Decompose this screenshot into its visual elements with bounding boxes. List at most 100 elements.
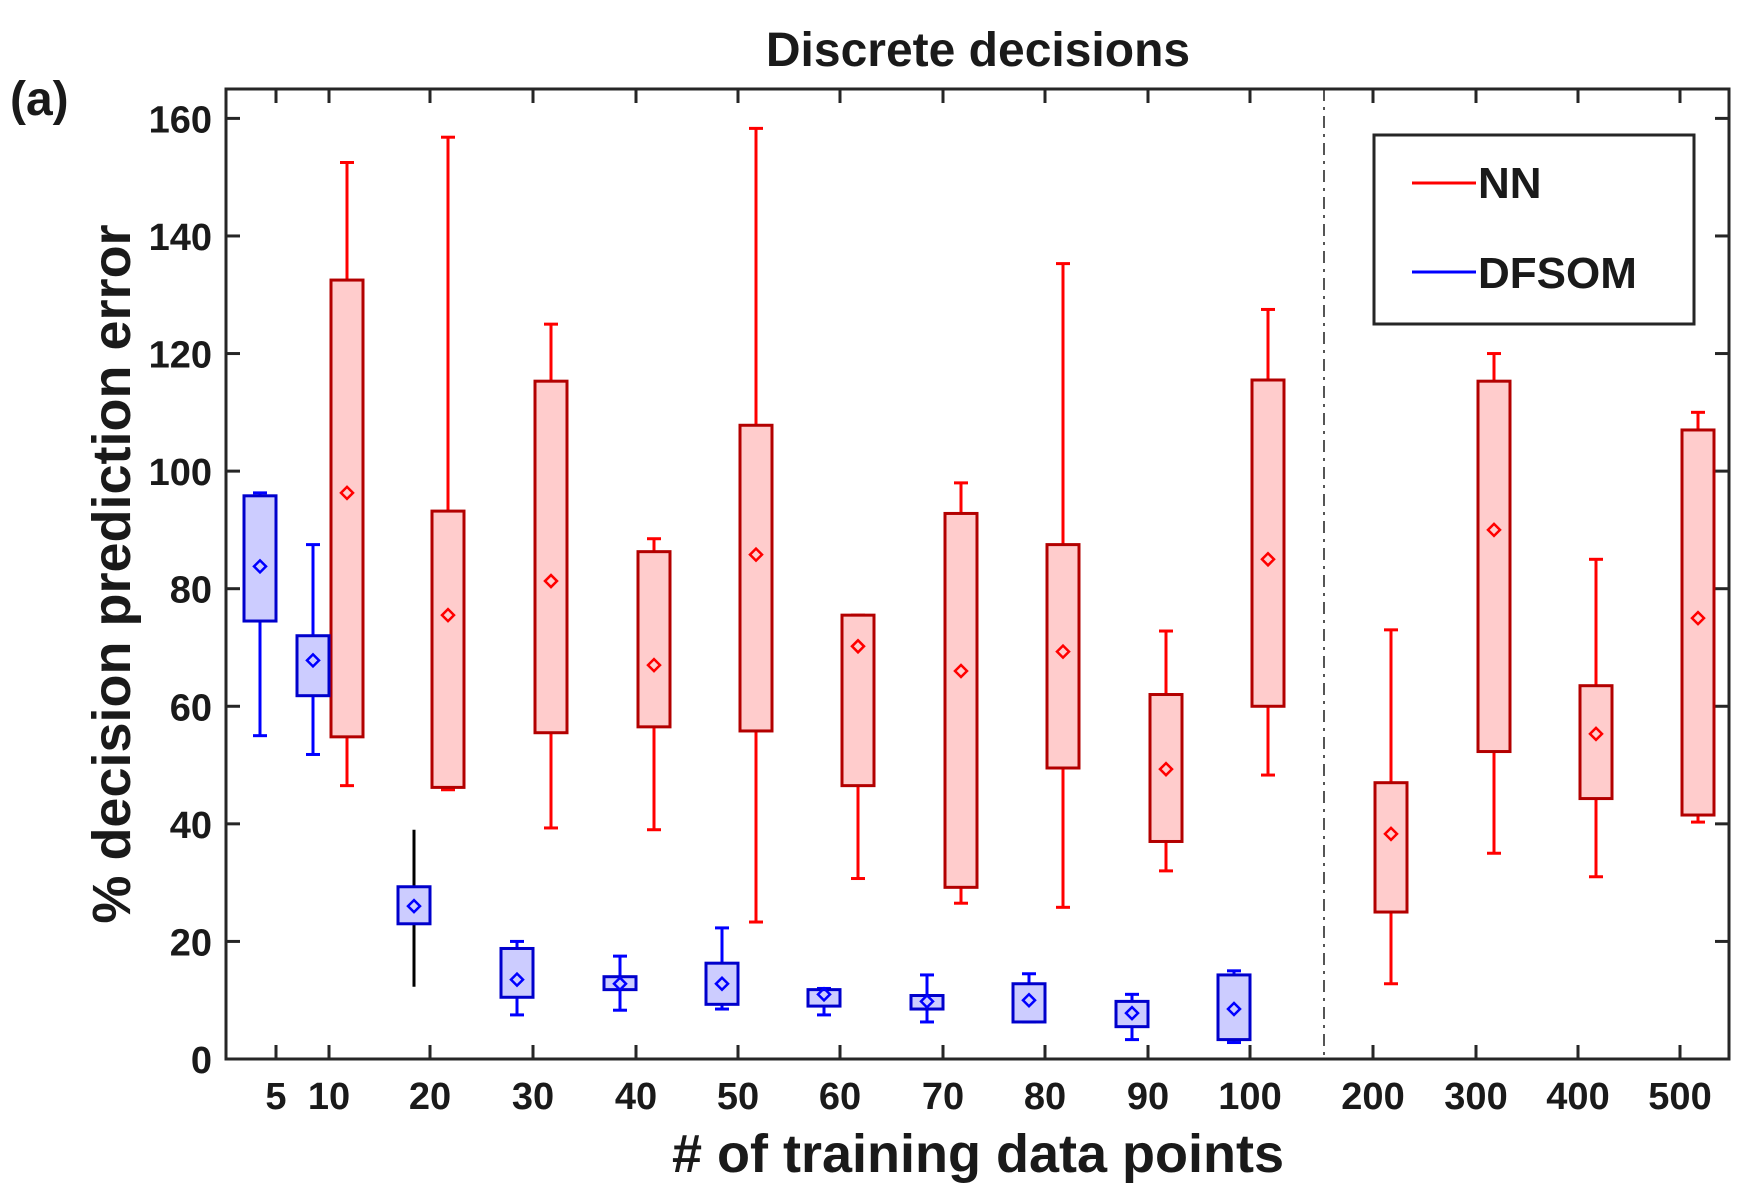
x-tick-label: 300 bbox=[1444, 1076, 1507, 1118]
y-tick-label: 140 bbox=[149, 217, 212, 259]
mean-marker bbox=[1124, 1005, 1140, 1021]
box-dfsom-50 bbox=[704, 926, 740, 1011]
box-dfsom-10 bbox=[295, 543, 331, 756]
mean-marker bbox=[1588, 726, 1604, 742]
box-body bbox=[636, 550, 672, 729]
box-body bbox=[1373, 781, 1409, 914]
mean-marker bbox=[406, 898, 422, 914]
legend-box bbox=[1372, 133, 1696, 326]
x-tick-label: 10 bbox=[308, 1076, 350, 1118]
box-body bbox=[430, 509, 466, 789]
box-dfsom-90 bbox=[1114, 992, 1150, 1042]
box-body bbox=[1148, 693, 1184, 843]
mean-marker bbox=[850, 638, 866, 655]
mean-marker bbox=[1055, 643, 1071, 660]
x-tick-label: 90 bbox=[1127, 1076, 1169, 1118]
x-tick-label: 40 bbox=[615, 1076, 657, 1118]
box-dfsom-30 bbox=[499, 939, 535, 1017]
box-dfsom-100 bbox=[1216, 969, 1252, 1045]
box-body bbox=[242, 494, 278, 623]
x-tick-label: 500 bbox=[1648, 1076, 1711, 1118]
legend-nn-label: NN bbox=[1478, 159, 1542, 208]
mean-marker bbox=[919, 993, 935, 1010]
mean-marker bbox=[816, 986, 832, 1003]
mean-marker bbox=[1486, 522, 1502, 538]
x-tick-label: 5 bbox=[265, 1076, 286, 1118]
mean-marker bbox=[646, 657, 662, 673]
box-body bbox=[704, 961, 740, 1006]
box-body bbox=[1578, 684, 1614, 801]
box-dfsom-70 bbox=[909, 973, 945, 1024]
box-series bbox=[242, 126, 1716, 1045]
x-tick-label: 60 bbox=[819, 1076, 861, 1118]
mean-marker bbox=[748, 546, 764, 563]
y-tick-label: 20 bbox=[170, 922, 212, 964]
box-body bbox=[396, 885, 432, 926]
mean-marker bbox=[509, 971, 525, 988]
box-nn-200 bbox=[1373, 628, 1409, 986]
y-tick-label: 60 bbox=[170, 687, 212, 729]
box-dfsom-40 bbox=[602, 954, 638, 1012]
mean-marker bbox=[1226, 1001, 1242, 1017]
y-tick-label: 0 bbox=[191, 1040, 212, 1082]
y-tick-label: 120 bbox=[149, 335, 212, 377]
box-nn-60 bbox=[840, 613, 876, 881]
x-axis-label: # of training data points bbox=[672, 1124, 1284, 1184]
box-dfsom-5 bbox=[242, 491, 278, 738]
x-tick-label: 100 bbox=[1218, 1076, 1281, 1118]
mean-marker bbox=[440, 607, 456, 623]
box-nn-40 bbox=[636, 537, 672, 832]
box-body bbox=[738, 423, 774, 733]
mean-marker bbox=[612, 975, 628, 992]
mean-marker bbox=[252, 558, 268, 575]
panel-label: (a) bbox=[10, 73, 69, 126]
box-nn-70 bbox=[943, 481, 979, 905]
box-body bbox=[1114, 999, 1150, 1029]
box-nn-80 bbox=[1045, 262, 1081, 909]
box-body bbox=[1476, 379, 1512, 754]
box-body bbox=[329, 278, 365, 739]
x-axis-tick-labels: 5 10 20 30 40 50 60 70 80 90 100 200 300 400 500 bbox=[265, 89, 1712, 1118]
y-tick-label: 40 bbox=[170, 805, 212, 847]
box-nn-100 bbox=[1250, 307, 1286, 777]
axes-frame bbox=[224, 87, 1731, 1061]
x-tick-label: 50 bbox=[717, 1076, 759, 1118]
box-nn-500 bbox=[1680, 410, 1716, 824]
x-tick-label: 200 bbox=[1341, 1076, 1404, 1118]
box-nn-30 bbox=[533, 322, 569, 830]
box-dfsom-80 bbox=[1011, 972, 1047, 1024]
box-nn-90 bbox=[1148, 629, 1184, 873]
mean-marker bbox=[1690, 610, 1706, 626]
box-body bbox=[1011, 982, 1047, 1024]
y-tick-label: 100 bbox=[149, 452, 212, 494]
y-axis-label: % decision prediction error bbox=[82, 224, 142, 923]
legend: NN DFSOM bbox=[1372, 133, 1696, 326]
box-nn-400 bbox=[1578, 557, 1614, 879]
x-tick-label: 400 bbox=[1546, 1076, 1609, 1118]
x-tick-label: 70 bbox=[922, 1076, 964, 1118]
box-body bbox=[1216, 973, 1252, 1042]
box-nn-50 bbox=[738, 126, 774, 924]
mean-marker bbox=[714, 975, 730, 992]
series-dfsom bbox=[242, 491, 1252, 1045]
mean-marker bbox=[1383, 826, 1399, 842]
mean-marker bbox=[1021, 992, 1037, 1008]
box-body bbox=[533, 379, 569, 735]
mean-marker bbox=[1260, 551, 1276, 568]
mean-marker bbox=[1158, 761, 1174, 777]
legend-dfsom-label: DFSOM bbox=[1478, 249, 1637, 298]
mean-marker bbox=[953, 663, 969, 679]
mean-marker bbox=[543, 573, 559, 589]
x-tick-label: 20 bbox=[409, 1076, 451, 1118]
x-tick-label: 30 bbox=[512, 1076, 554, 1118]
box-dfsom-60 bbox=[806, 986, 842, 1017]
x-tick-label: 80 bbox=[1024, 1076, 1066, 1118]
chart-title: Discrete decisions bbox=[766, 24, 1190, 77]
y-tick-label: 160 bbox=[149, 99, 212, 141]
y-tick-label: 80 bbox=[170, 570, 212, 612]
box-body bbox=[943, 511, 979, 889]
box-body bbox=[840, 613, 876, 788]
series-nn bbox=[329, 126, 1716, 986]
y-axis-ticks: 0 20 40 60 80 100 120 140 160 bbox=[149, 99, 1729, 1082]
